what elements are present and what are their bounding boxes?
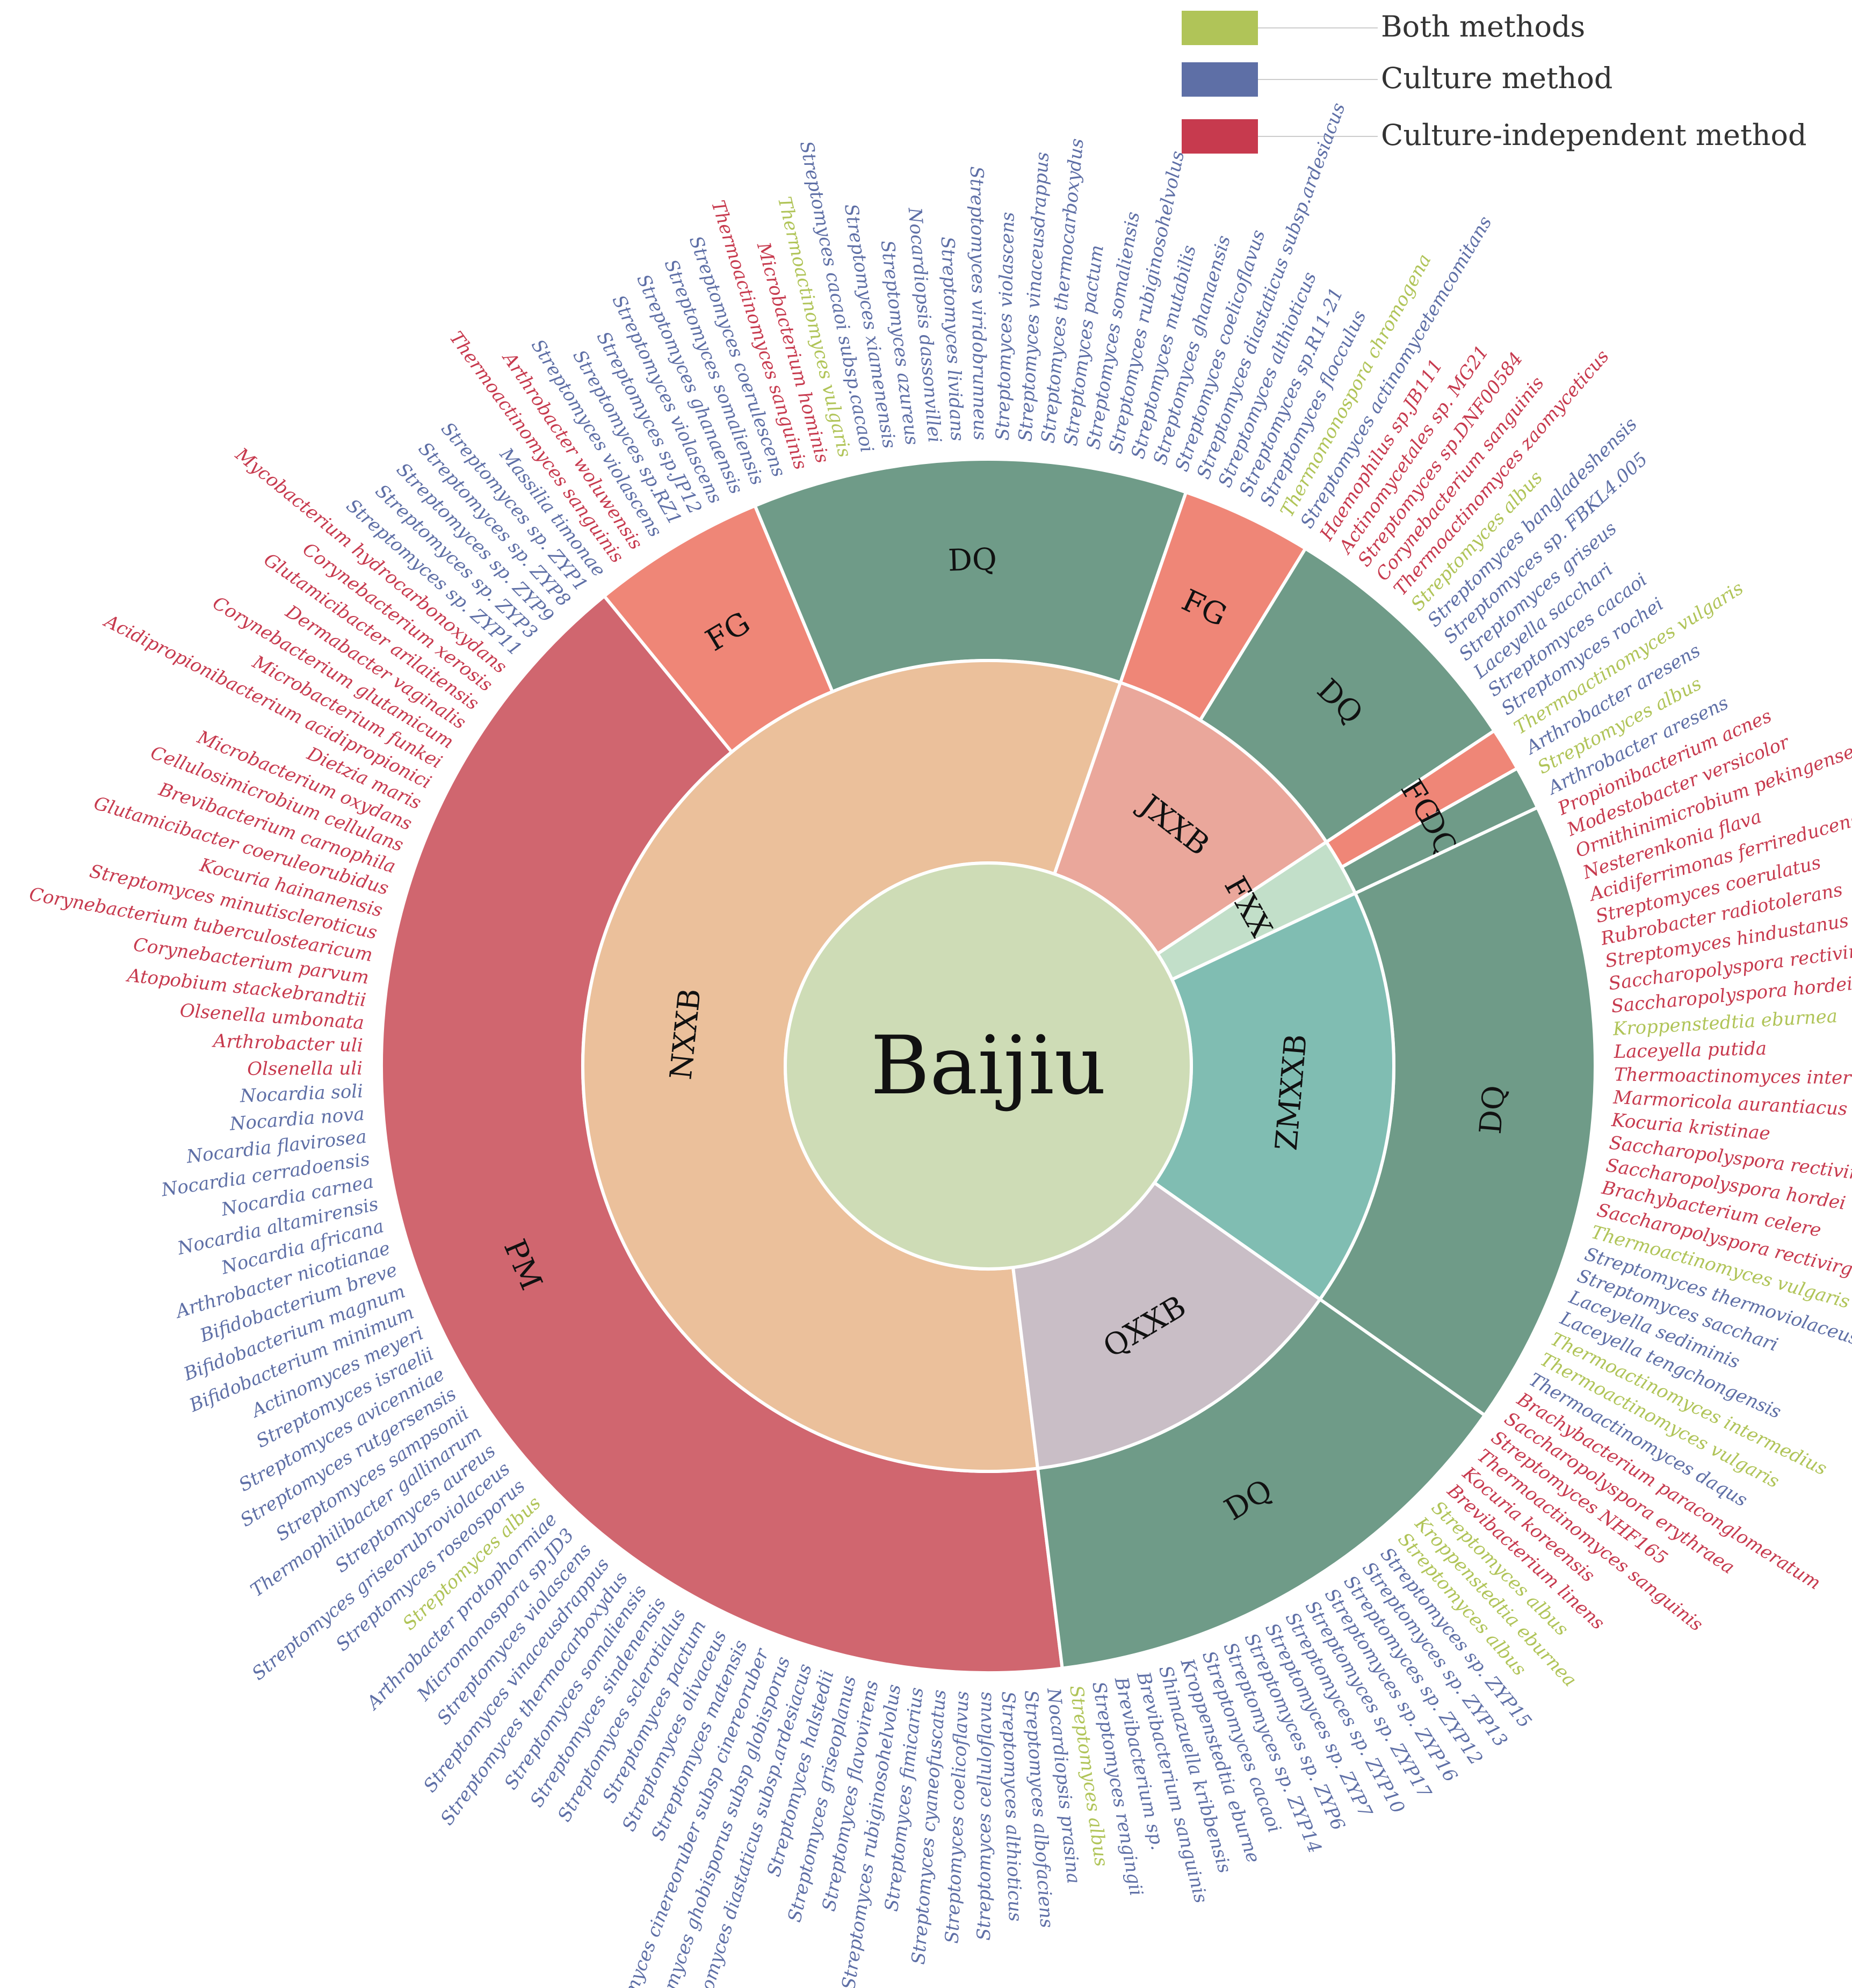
legend-label-both: Both methods [1378, 10, 1589, 43]
species-label: Nocardia soli [239, 1080, 364, 1107]
legend-line [1258, 136, 1484, 137]
species-label: Thermoactinomyces intermedius [1614, 1064, 1852, 1090]
legend-swatch-independent [1182, 119, 1258, 154]
legend-item-culture: Culture method [1182, 61, 1848, 97]
legend-line [1258, 79, 1484, 80]
species-label: Streptomyces althioticus [997, 1691, 1026, 1922]
center-disc [784, 861, 1193, 1271]
species-label: Streptomyces violascens [992, 212, 1019, 441]
legend-item-both: Both methods [1182, 10, 1848, 45]
legend-label-independent: Culture-independent method [1378, 118, 1810, 152]
outer-segment-label: DQ [1473, 1084, 1513, 1136]
species-label: Streptomyces viridobrunneus [966, 166, 991, 440]
legend-label-culture: Culture method [1378, 61, 1616, 95]
species-label: Laceyella putida [1613, 1038, 1767, 1063]
legend: Both methods Culture method Culture-inde… [1182, 10, 1848, 172]
legend-item-independent: Culture-independent method [1182, 118, 1848, 154]
legend-line [1258, 27, 1484, 28]
species-label: Streptomyces celluloflavus [973, 1692, 996, 1941]
center-label: Baijiu [871, 1019, 1106, 1113]
legend-swatch-both [1182, 11, 1258, 45]
species-label: Olsenella uli [247, 1058, 363, 1080]
outer-segment-label: DQ [947, 542, 997, 578]
legend-swatch-culture [1182, 62, 1258, 97]
species-label: Arthrobacter uli [211, 1030, 363, 1056]
